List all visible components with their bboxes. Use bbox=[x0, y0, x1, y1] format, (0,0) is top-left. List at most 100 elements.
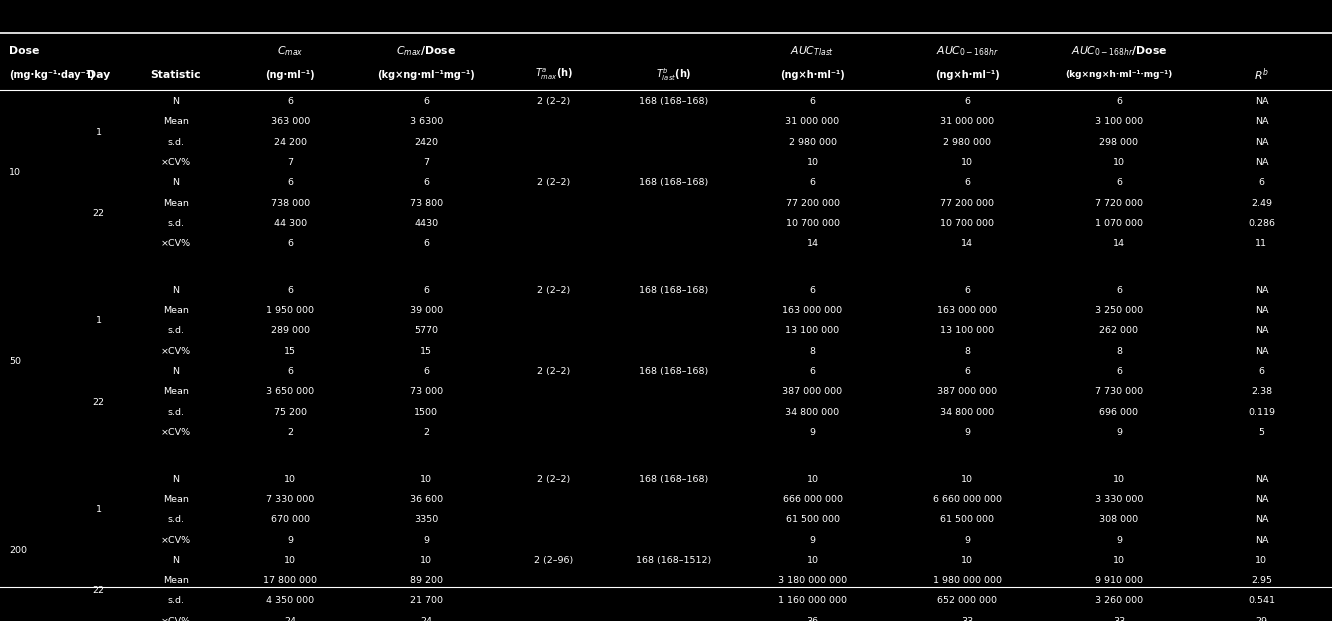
Text: 3 330 000: 3 330 000 bbox=[1095, 495, 1143, 504]
Text: 6: 6 bbox=[288, 97, 293, 106]
Text: 163 000 000: 163 000 000 bbox=[936, 306, 998, 315]
Text: NA: NA bbox=[1255, 117, 1268, 126]
Text: ×CV%: ×CV% bbox=[161, 535, 190, 545]
Text: 0.286: 0.286 bbox=[1248, 219, 1275, 228]
Text: s.d.: s.d. bbox=[168, 596, 184, 605]
Text: 31 000 000: 31 000 000 bbox=[940, 117, 994, 126]
Text: 9: 9 bbox=[964, 535, 970, 545]
Text: Statistic: Statistic bbox=[151, 70, 201, 79]
Text: 6: 6 bbox=[288, 286, 293, 295]
Text: 0.119: 0.119 bbox=[1248, 408, 1275, 417]
Text: 168 (168–168): 168 (168–168) bbox=[639, 178, 709, 188]
Text: $AUC_{0-168hr}$/Dose: $AUC_{0-168hr}$/Dose bbox=[1071, 44, 1167, 58]
Text: $C_{max}$/Dose: $C_{max}$/Dose bbox=[396, 44, 457, 58]
Text: 5770: 5770 bbox=[414, 327, 438, 335]
Text: 6: 6 bbox=[1116, 367, 1122, 376]
Text: 6: 6 bbox=[424, 239, 429, 248]
Text: 2: 2 bbox=[288, 428, 293, 437]
Text: 6: 6 bbox=[1116, 178, 1122, 188]
Text: 15: 15 bbox=[284, 347, 297, 356]
Text: 2 (2–2): 2 (2–2) bbox=[538, 367, 570, 376]
Text: N: N bbox=[172, 97, 180, 106]
Text: (kg×ng·ml⁻¹mg⁻¹): (kg×ng·ml⁻¹mg⁻¹) bbox=[377, 70, 476, 79]
Text: Mean: Mean bbox=[163, 388, 189, 396]
Text: 387 000 000: 387 000 000 bbox=[782, 388, 843, 396]
Text: 6: 6 bbox=[964, 367, 970, 376]
Text: 8: 8 bbox=[964, 347, 970, 356]
Text: 73 000: 73 000 bbox=[410, 388, 442, 396]
Text: 75 200: 75 200 bbox=[274, 408, 306, 417]
Text: 3 260 000: 3 260 000 bbox=[1095, 596, 1143, 605]
Text: N: N bbox=[172, 556, 180, 565]
Text: 36 600: 36 600 bbox=[410, 495, 442, 504]
Text: 14: 14 bbox=[960, 239, 974, 248]
Text: N: N bbox=[172, 367, 180, 376]
Text: 3 100 000: 3 100 000 bbox=[1095, 117, 1143, 126]
Text: 200: 200 bbox=[9, 546, 28, 555]
Text: 2 (2–2): 2 (2–2) bbox=[538, 178, 570, 188]
Text: 31 000 000: 31 000 000 bbox=[786, 117, 839, 126]
Text: 2420: 2420 bbox=[414, 138, 438, 147]
Text: 6: 6 bbox=[424, 367, 429, 376]
Text: Mean: Mean bbox=[163, 199, 189, 207]
Text: NA: NA bbox=[1255, 158, 1268, 167]
Text: 7: 7 bbox=[288, 158, 293, 167]
Text: 7 330 000: 7 330 000 bbox=[266, 495, 314, 504]
Text: NA: NA bbox=[1255, 306, 1268, 315]
Text: 298 000: 298 000 bbox=[1099, 138, 1139, 147]
Text: 10 700 000: 10 700 000 bbox=[940, 219, 994, 228]
Text: 6 660 000 000: 6 660 000 000 bbox=[932, 495, 1002, 504]
Text: 1 070 000: 1 070 000 bbox=[1095, 219, 1143, 228]
Text: 33: 33 bbox=[960, 617, 974, 621]
Text: s.d.: s.d. bbox=[168, 327, 184, 335]
Text: 6: 6 bbox=[288, 367, 293, 376]
Text: 6: 6 bbox=[1116, 286, 1122, 295]
Text: 8: 8 bbox=[1116, 347, 1122, 356]
Text: 39 000: 39 000 bbox=[410, 306, 442, 315]
Text: 34 800 000: 34 800 000 bbox=[786, 408, 839, 417]
Text: 3 6300: 3 6300 bbox=[410, 117, 442, 126]
Text: $T_{max}^{a}$(h): $T_{max}^{a}$(h) bbox=[535, 67, 573, 83]
Text: 168 (168–168): 168 (168–168) bbox=[639, 367, 709, 376]
Text: 10: 10 bbox=[806, 556, 819, 565]
Text: 0.541: 0.541 bbox=[1248, 596, 1275, 605]
Text: 2 (2–2): 2 (2–2) bbox=[538, 474, 570, 484]
Text: Mean: Mean bbox=[163, 576, 189, 585]
Text: 22: 22 bbox=[92, 397, 105, 407]
Text: 387 000 000: 387 000 000 bbox=[936, 388, 998, 396]
Text: 10: 10 bbox=[420, 556, 433, 565]
Text: (mg·kg⁻¹·day⁻¹): (mg·kg⁻¹·day⁻¹) bbox=[9, 70, 95, 79]
Text: 13 100 000: 13 100 000 bbox=[940, 327, 994, 335]
Text: 10: 10 bbox=[1112, 158, 1126, 167]
Text: 24 200: 24 200 bbox=[274, 138, 306, 147]
Text: 6: 6 bbox=[288, 178, 293, 188]
Text: 77 200 000: 77 200 000 bbox=[940, 199, 994, 207]
Text: 168 (168–1512): 168 (168–1512) bbox=[637, 556, 711, 565]
Text: 6: 6 bbox=[810, 367, 815, 376]
Text: NA: NA bbox=[1255, 138, 1268, 147]
Text: 33: 33 bbox=[1112, 617, 1126, 621]
Text: $R^{b}$: $R^{b}$ bbox=[1253, 66, 1269, 83]
Text: 10: 10 bbox=[1112, 474, 1126, 484]
Text: 10: 10 bbox=[960, 556, 974, 565]
Text: 1: 1 bbox=[96, 505, 101, 514]
Text: 4 350 000: 4 350 000 bbox=[266, 596, 314, 605]
Text: 6: 6 bbox=[424, 286, 429, 295]
Text: 7 720 000: 7 720 000 bbox=[1095, 199, 1143, 207]
Text: 670 000: 670 000 bbox=[270, 515, 310, 524]
Text: 10: 10 bbox=[806, 474, 819, 484]
Text: Mean: Mean bbox=[163, 117, 189, 126]
Text: NA: NA bbox=[1255, 286, 1268, 295]
Text: 3350: 3350 bbox=[414, 515, 438, 524]
Text: 2.38: 2.38 bbox=[1251, 388, 1272, 396]
Text: 1: 1 bbox=[96, 127, 101, 137]
Text: 9 910 000: 9 910 000 bbox=[1095, 576, 1143, 585]
Text: NA: NA bbox=[1255, 327, 1268, 335]
Text: 6: 6 bbox=[810, 286, 815, 295]
Text: 9: 9 bbox=[964, 428, 970, 437]
Text: 14: 14 bbox=[806, 239, 819, 248]
Text: 9: 9 bbox=[810, 535, 815, 545]
Text: 24: 24 bbox=[284, 617, 297, 621]
Text: NA: NA bbox=[1255, 535, 1268, 545]
Text: s.d.: s.d. bbox=[168, 219, 184, 228]
